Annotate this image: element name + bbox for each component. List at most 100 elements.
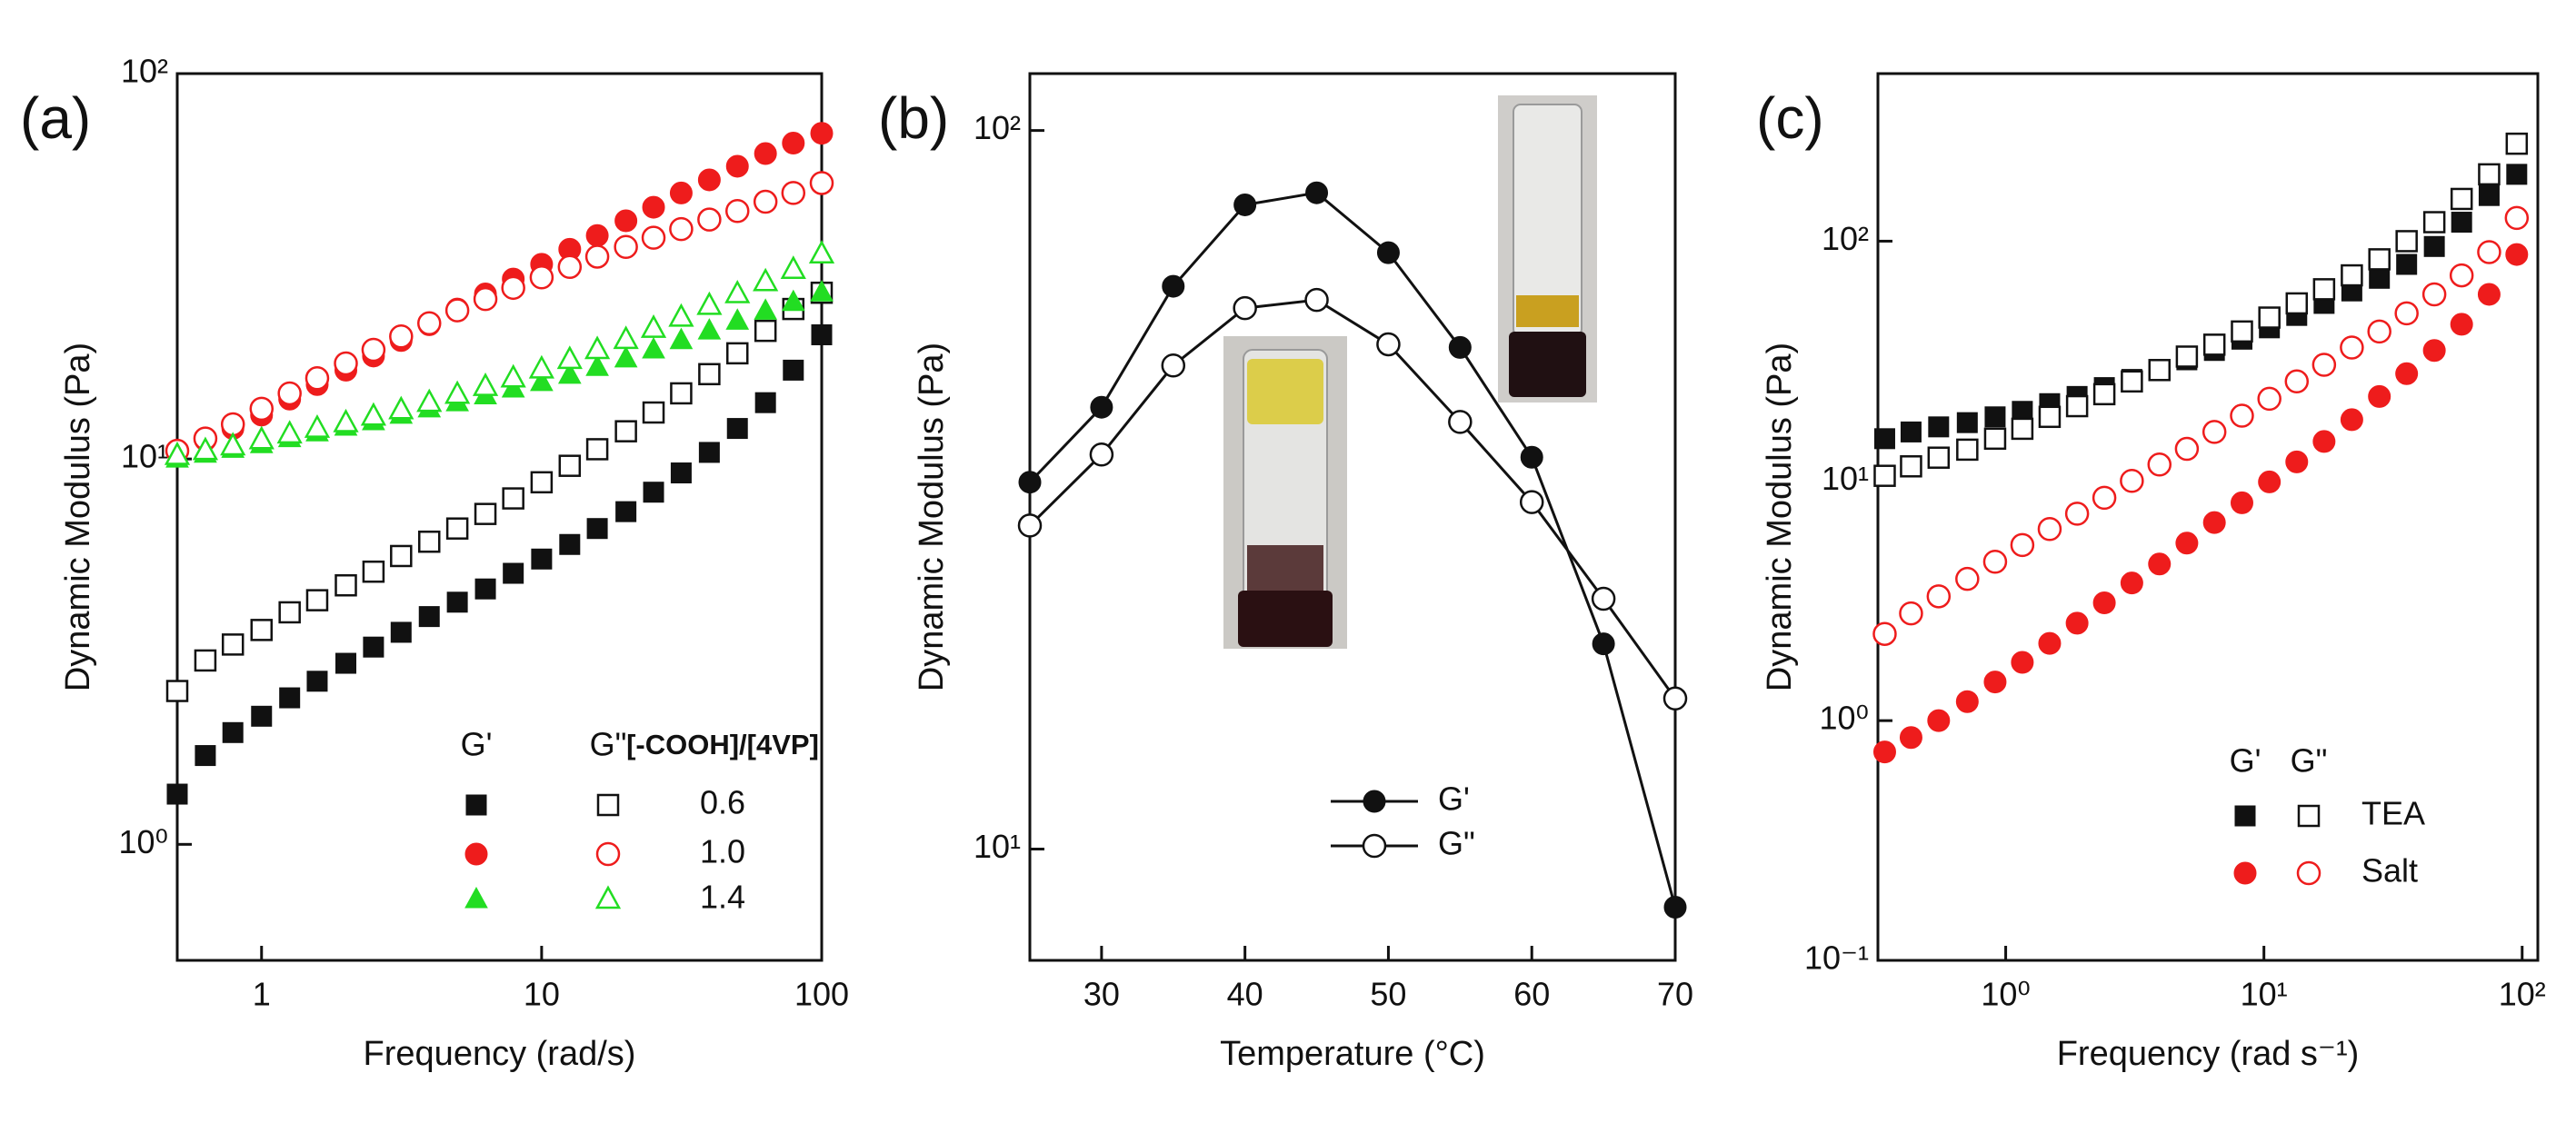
x-axis-title: Frequency (rad/s)	[364, 1035, 636, 1073]
y-tick-label: 10⁻¹	[1804, 939, 1869, 977]
data-point	[1162, 274, 1185, 298]
data-point	[2092, 485, 2117, 511]
data-point	[1592, 632, 1615, 656]
data-point	[334, 573, 357, 597]
data-point	[416, 388, 443, 412]
data-point	[501, 275, 525, 301]
data-point	[781, 289, 805, 312]
data-point	[2368, 384, 2391, 408]
data-point	[2010, 532, 2035, 558]
data-point	[2394, 301, 2419, 326]
data-point	[417, 311, 442, 336]
data-point	[418, 606, 440, 628]
data-point	[724, 198, 750, 224]
data-point	[1233, 295, 1257, 321]
data-point	[640, 313, 667, 338]
data-point	[192, 436, 219, 461]
x-tick-label: 40	[1227, 976, 1263, 1013]
data-point	[164, 441, 191, 465]
data-point	[670, 462, 692, 484]
data-point	[670, 382, 693, 405]
data-point	[669, 181, 693, 204]
data-point	[2340, 335, 2364, 360]
data-point	[2477, 240, 2501, 264]
data-point	[2258, 306, 2281, 329]
inset-photo-gel	[1223, 336, 1347, 649]
data-point	[502, 487, 524, 510]
data-point	[643, 482, 664, 503]
legend-marker	[1362, 833, 1387, 859]
data-point	[1090, 395, 1113, 419]
data-point	[2092, 591, 2116, 614]
data-point	[2477, 283, 2501, 306]
data-point	[2148, 552, 2172, 576]
data-point	[2504, 205, 2530, 231]
legend-label: Salt	[2361, 852, 2418, 889]
data-point	[531, 548, 553, 570]
data-point	[782, 132, 805, 155]
data-point	[585, 224, 609, 247]
data-point	[725, 342, 749, 365]
data-point	[2147, 452, 2172, 477]
data-point	[530, 369, 554, 392]
legend-marker	[1363, 790, 1386, 813]
data-point	[2065, 611, 2089, 635]
data-point	[335, 652, 357, 674]
data-point	[584, 335, 611, 360]
x-tick-label: 1	[253, 976, 271, 1013]
data-point	[2423, 235, 2445, 257]
data-point	[390, 621, 412, 643]
data-point	[725, 308, 750, 330]
data-point	[474, 502, 497, 525]
data-point	[2367, 319, 2391, 344]
data-point	[1448, 335, 1472, 359]
legend-marker	[596, 793, 620, 817]
panel-label: (b)	[878, 85, 949, 151]
data-point	[445, 517, 469, 540]
data-point	[698, 363, 721, 386]
data-point	[783, 359, 804, 381]
x-tick-label: 60	[1513, 976, 1550, 1013]
x-tick-label: 70	[1657, 976, 1693, 1013]
data-point	[753, 267, 779, 292]
data-point	[614, 234, 638, 260]
x-tick-label: 100	[794, 976, 849, 1013]
y-tick-label: 10²	[1822, 220, 1869, 257]
data-point	[2175, 345, 2199, 368]
data-point	[1872, 621, 1897, 646]
data-point	[503, 562, 524, 584]
data-point	[529, 265, 554, 290]
data-point	[642, 401, 665, 424]
data-point	[1018, 471, 1042, 494]
data-point	[2396, 253, 2418, 275]
data-point	[1899, 726, 1922, 750]
data-point	[360, 402, 387, 426]
data-point	[222, 721, 244, 743]
data-point	[2092, 383, 2116, 406]
y-axis-title: Dynamic Modulus (Pa)	[59, 343, 97, 691]
data-point	[2478, 163, 2501, 186]
data-point	[1927, 709, 1951, 732]
plot-frame	[1876, 72, 2540, 962]
data-point	[1520, 445, 1543, 469]
data-point	[1233, 193, 1257, 216]
data-point	[669, 327, 694, 350]
x-axis-title: Frequency (rad s⁻¹)	[2057, 1035, 2360, 1073]
data-point	[2120, 469, 2144, 493]
data-point	[1662, 686, 1688, 711]
data-point	[165, 680, 189, 702]
data-point	[1376, 332, 1401, 357]
data-point	[446, 591, 468, 613]
data-point	[2230, 403, 2254, 428]
data-point	[614, 345, 638, 368]
x-tick-label: 50	[1370, 976, 1406, 1013]
data-point	[754, 298, 778, 320]
data-point	[2148, 359, 2172, 382]
legend-label: 1.4	[700, 879, 745, 916]
legend-header: G"	[590, 726, 627, 763]
data-point	[2368, 248, 2391, 271]
x-tick-label: 10¹	[2241, 976, 2288, 1013]
data-point	[1983, 427, 2007, 451]
data-point	[1305, 181, 1329, 204]
data-point	[2285, 292, 2309, 315]
